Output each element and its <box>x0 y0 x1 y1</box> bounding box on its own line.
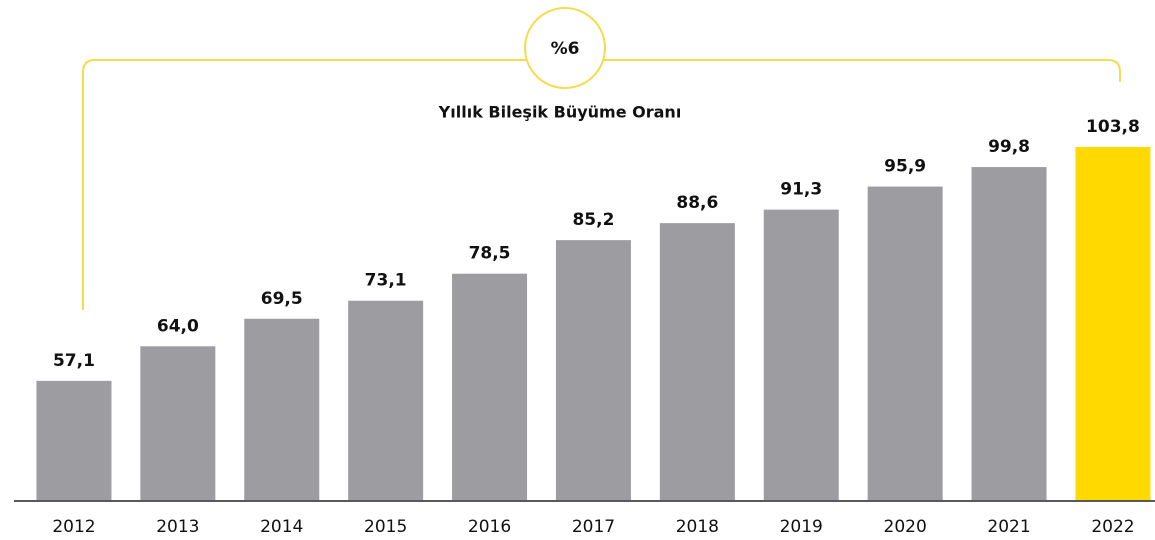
bar <box>36 380 112 500</box>
x-tick-label: 2014 <box>260 517 303 537</box>
bar <box>763 209 839 501</box>
x-tick-label: 2019 <box>780 517 823 537</box>
bar <box>140 346 216 500</box>
x-tick-label: 2016 <box>468 517 511 537</box>
value-label: 85,2 <box>572 210 614 230</box>
x-tick-label: 2017 <box>572 517 615 537</box>
bar <box>659 223 735 500</box>
x-tick-label: 2021 <box>987 517 1030 537</box>
value-label: 73,1 <box>365 271 407 291</box>
bar <box>555 240 631 500</box>
x-tick-label: 2013 <box>156 517 199 537</box>
value-label: 103,8 <box>1086 117 1140 137</box>
bar <box>867 186 943 500</box>
x-tick-label: 2012 <box>52 517 95 537</box>
bar <box>348 300 424 500</box>
cagr-label: Yıllık Bileşik Büyüme Oranı <box>438 103 682 122</box>
cagr-circle <box>524 7 606 89</box>
value-label: 95,9 <box>884 157 926 177</box>
value-label: 78,5 <box>469 244 511 264</box>
bar <box>1075 147 1151 501</box>
cagr-value: %6 <box>551 39 580 59</box>
x-tick-label: 2018 <box>676 517 719 537</box>
bar <box>971 167 1047 500</box>
x-tick-label: 2022 <box>1091 517 1134 537</box>
value-label: 88,6 <box>676 193 718 213</box>
value-label: 99,8 <box>988 137 1030 157</box>
value-label: 91,3 <box>780 180 822 200</box>
value-label: 69,5 <box>261 289 303 309</box>
bar <box>452 273 528 500</box>
bar <box>244 318 320 500</box>
value-label: 64,0 <box>157 316 199 336</box>
value-label: 57,1 <box>53 351 95 371</box>
x-tick-label: 2020 <box>884 517 927 537</box>
x-tick-label: 2015 <box>364 517 407 537</box>
